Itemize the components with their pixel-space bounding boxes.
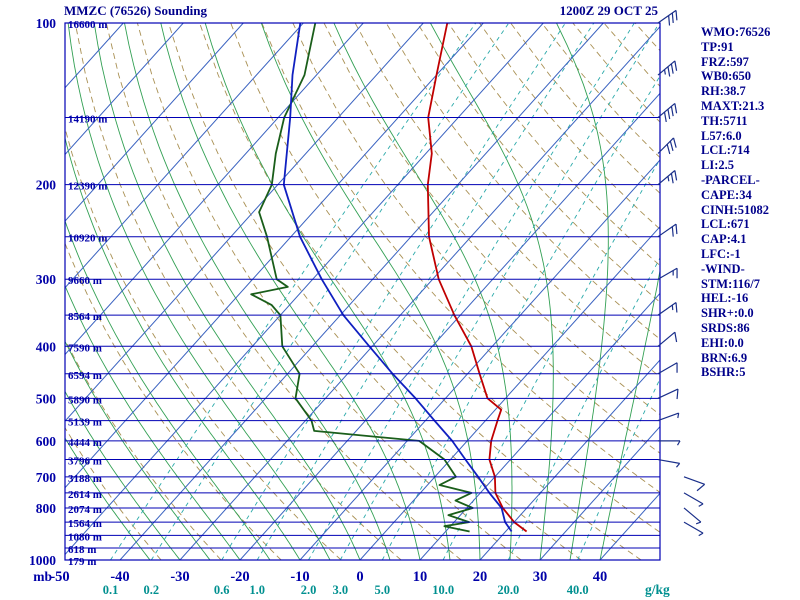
svg-text:618 m: 618 m	[68, 544, 96, 556]
svg-text:1564 m: 1564 m	[68, 518, 102, 530]
svg-text:200: 200	[36, 178, 57, 193]
svg-text:3796 m: 3796 m	[68, 456, 102, 468]
index-line: -WIND-	[701, 261, 745, 276]
index-line: WMO:76526	[701, 25, 771, 39]
svg-text:14190 m: 14190 m	[68, 114, 107, 126]
svg-text:300: 300	[36, 272, 57, 287]
svg-text:-40: -40	[110, 569, 129, 585]
index-line: LFC:-1	[701, 246, 741, 261]
svg-text:0.2: 0.2	[143, 583, 159, 597]
svg-text:2.0: 2.0	[301, 583, 317, 597]
svg-text:10920 m: 10920 m	[68, 233, 107, 245]
svg-text:400: 400	[36, 339, 57, 354]
svg-text:10: 10	[413, 569, 428, 585]
svg-text:0.1: 0.1	[103, 583, 119, 597]
svg-text:g/kg: g/kg	[645, 582, 670, 597]
indices-panel: WMO:76526 TP:91 FRZ:597 WB0:650 RH:38.7 MAXT:…	[701, 25, 770, 380]
index-line: LCL:671	[701, 217, 750, 232]
index-line: BRN:6.9	[701, 350, 748, 365]
svg-text:5.0: 5.0	[375, 583, 391, 597]
svg-text:20.0: 20.0	[497, 583, 519, 597]
svg-text:5890 m: 5890 m	[68, 394, 102, 406]
svg-text:1080 m: 1080 m	[68, 531, 102, 543]
svg-text:mb: mb	[33, 569, 52, 584]
index-line: STM:116/7	[701, 276, 761, 291]
svg-text:500: 500	[36, 391, 57, 406]
svg-text:2614 m: 2614 m	[68, 489, 102, 501]
index-line: FRZ:597	[701, 54, 749, 69]
index-line: L57:6.0	[701, 128, 742, 143]
svg-text:1000: 1000	[29, 553, 56, 568]
svg-text:4444 m: 4444 m	[68, 437, 102, 449]
index-line: BSHR:5	[701, 365, 746, 380]
svg-text:5139 m: 5139 m	[68, 417, 102, 429]
index-line: SRDS:86	[701, 320, 750, 335]
svg-text:-30: -30	[170, 569, 189, 585]
page-title: MMZC (76526) Sounding	[64, 3, 208, 18]
svg-text:0.6: 0.6	[214, 583, 230, 597]
svg-text:8564 m: 8564 m	[68, 311, 102, 323]
svg-text:-50: -50	[50, 569, 69, 585]
svg-text:40: 40	[593, 569, 608, 585]
svg-text:-20: -20	[230, 569, 249, 585]
svg-text:3.0: 3.0	[332, 583, 348, 597]
svg-text:30: 30	[533, 569, 548, 585]
svg-text:7590 m: 7590 m	[68, 342, 102, 354]
svg-text:800: 800	[36, 501, 57, 516]
index-line: EHI:0.0	[701, 335, 744, 350]
svg-text:600: 600	[36, 434, 57, 449]
svg-text:700: 700	[36, 470, 57, 485]
index-line: HEL:-16	[701, 291, 749, 306]
index-line: MAXT:21.3	[701, 98, 765, 113]
index-line: -PARCEL-	[701, 172, 760, 187]
index-line: TH:5711	[701, 113, 748, 128]
svg-text:1.0: 1.0	[249, 583, 265, 597]
svg-text:2074 m: 2074 m	[68, 504, 102, 516]
index-line: LCL:714	[701, 143, 750, 158]
svg-text:10.0: 10.0	[432, 583, 454, 597]
svg-text:3188 m: 3188 m	[68, 473, 102, 485]
svg-text:179 m: 179 m	[68, 556, 96, 568]
svg-text:40.0: 40.0	[567, 583, 589, 597]
svg-text:-10: -10	[290, 569, 309, 585]
index-line: RH:38.7	[701, 84, 746, 99]
index-line: LI:2.5	[701, 158, 734, 173]
index-line: CAP:4.1	[701, 232, 747, 247]
observation-time: 1200Z 29 OCT 25	[559, 3, 658, 18]
index-line: SHR+:0.0	[701, 306, 754, 321]
index-line: WB0:650	[701, 69, 751, 84]
svg-text:100: 100	[36, 16, 57, 31]
svg-text:16600 m: 16600 m	[68, 19, 107, 31]
index-line: CINH:51082	[701, 202, 770, 217]
svg-text:20: 20	[473, 569, 488, 585]
svg-text:0: 0	[356, 569, 363, 585]
svg-text:6594 m: 6594 m	[68, 370, 102, 382]
svg-text:9660 m: 9660 m	[68, 275, 102, 287]
index-line: CAPE:34	[701, 187, 752, 202]
index-line: TP:91	[701, 39, 734, 54]
svg-text:12390 m: 12390 m	[68, 181, 107, 193]
